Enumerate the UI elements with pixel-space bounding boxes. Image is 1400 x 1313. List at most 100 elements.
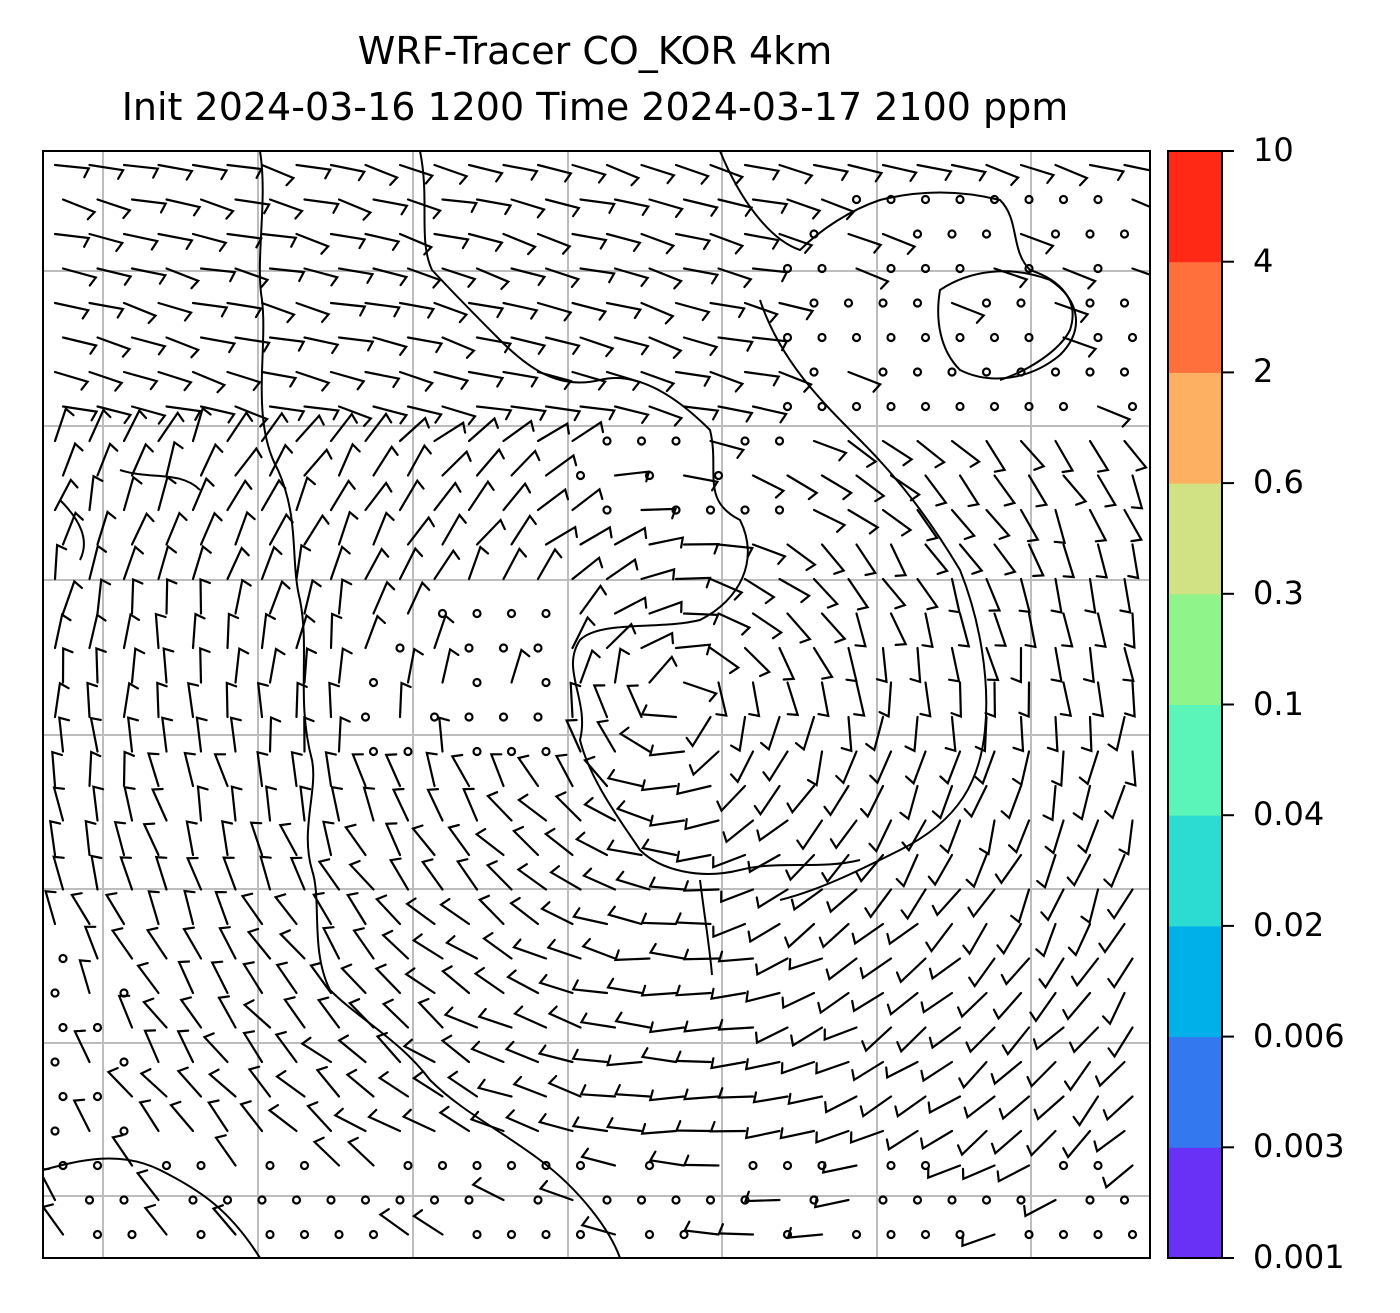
wind-barb [475, 336, 513, 354]
calm-circle [636, 436, 647, 446]
wind-barb [61, 267, 98, 287]
calm-circle [92, 1091, 103, 1102]
wind-barb [249, 821, 264, 857]
wind-barb [176, 1029, 195, 1064]
wind-barb [485, 791, 513, 822]
calm-circle [299, 1229, 310, 1240]
wind-barb [547, 1005, 582, 1029]
wind-barb [720, 888, 755, 904]
wind-barb [685, 715, 712, 748]
wind-barb [61, 441, 84, 477]
wind-barb [61, 510, 84, 546]
wind-barb [130, 577, 144, 615]
wind-barb [312, 1136, 341, 1167]
wind-barb [337, 405, 373, 427]
wind-barb [440, 1034, 471, 1064]
colorbar-tick-label: 4 [1253, 241, 1274, 280]
wind-barb [613, 526, 648, 546]
colorbar-tick-label: 0.02 [1253, 905, 1325, 944]
wind-barb [225, 681, 238, 719]
wind-barb [579, 1012, 617, 1029]
wind-barb [709, 1120, 747, 1133]
wind-barb [613, 596, 648, 615]
calm-circle [1127, 401, 1138, 412]
wind-barb [640, 631, 674, 650]
wind-barb [564, 718, 582, 753]
wind-barb [199, 577, 211, 615]
wind-barb [337, 1034, 367, 1064]
wind-barb [96, 336, 132, 358]
wind-barb [260, 163, 296, 187]
wind-barb [855, 267, 890, 290]
wind-barb [920, 991, 954, 1014]
calm-circle [955, 1229, 965, 1240]
wind-barb [202, 1032, 229, 1064]
calm-circle [265, 1229, 275, 1240]
wind-barb [143, 1203, 168, 1236]
colorbar-tick-label: 0.003 [1253, 1127, 1345, 1166]
wind-barb [885, 1060, 919, 1080]
wind-barb [378, 1208, 410, 1236]
calm-circle [644, 1229, 655, 1240]
calm-circle [326, 1195, 336, 1205]
wind-barb [462, 787, 479, 822]
wind-barb [398, 681, 412, 719]
wind-barb [268, 336, 306, 352]
wind-barb [229, 716, 242, 753]
calm-circle [119, 1195, 129, 1205]
wind-barb [234, 336, 271, 353]
wind-barb [909, 646, 922, 684]
coastline-west [258, 151, 621, 1258]
wind-barb [948, 577, 961, 614]
wind-barb [717, 1087, 755, 1099]
wind-barb [974, 715, 988, 753]
wind-barb [648, 942, 686, 960]
calm-circle [809, 229, 819, 239]
wind-barb [957, 612, 971, 648]
wind-barb [372, 444, 399, 477]
wind-barb [186, 681, 200, 719]
calm-circle [817, 401, 827, 412]
wind-barb [1050, 646, 1063, 683]
calm-circle [541, 677, 551, 688]
wind-barb [648, 198, 684, 218]
wind-barb [674, 370, 712, 387]
wind-barb [648, 814, 686, 827]
wind-barb [303, 405, 341, 421]
wind-barb [351, 753, 367, 788]
wind-barb [260, 370, 298, 388]
wind-barb [169, 1100, 195, 1133]
wind-barb [751, 474, 786, 499]
wind-barb [329, 412, 358, 443]
wind-barb [1040, 888, 1065, 922]
wind-barb [440, 965, 471, 995]
wind-barb [709, 232, 745, 255]
map-title-line1: WRF-Tracer CO_KOR 4km [357, 29, 833, 73]
wind-barb [615, 870, 651, 891]
wind-barb [52, 786, 66, 822]
wind-barb [337, 646, 353, 684]
coastline-east [759, 299, 988, 901]
wind-barb [510, 648, 531, 684]
wind-barb [855, 474, 886, 503]
wind-barb [122, 612, 141, 650]
wind-barb [439, 897, 471, 926]
wind-barb [993, 474, 1017, 507]
wind-barb [812, 163, 850, 182]
wind-barb [536, 232, 572, 255]
wind-barb [1010, 646, 1023, 684]
wind-barb [139, 1068, 168, 1098]
wind-barb [154, 612, 167, 650]
wind-barb [295, 475, 316, 512]
wind-barb [894, 1095, 927, 1119]
calm-wind-circles [50, 194, 1138, 1240]
calm-circle [92, 1160, 103, 1171]
calm-circle [1050, 229, 1061, 239]
wind-barb [853, 681, 866, 717]
wind-barb [165, 440, 184, 477]
wind-barb [961, 1233, 996, 1248]
wind-barb [191, 301, 229, 318]
wind-barb [1012, 715, 1025, 753]
calm-circle [920, 401, 931, 412]
wind-barb [88, 544, 108, 581]
